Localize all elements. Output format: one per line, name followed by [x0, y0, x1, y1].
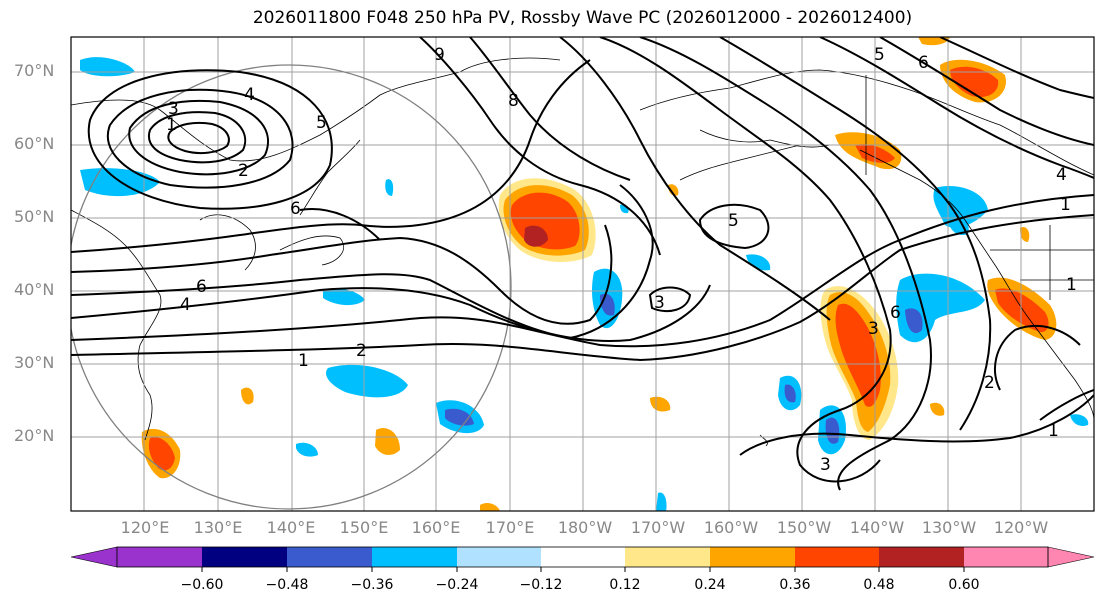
- pv-anomaly-shading: [80, 37, 1089, 511]
- lat-label: 30°N: [14, 353, 55, 372]
- lat-label: 40°N: [14, 280, 55, 299]
- colorbar-tick-label: −0.36: [350, 577, 394, 593]
- contour-label: 6: [918, 53, 929, 73]
- lon-label: 130°E: [193, 518, 243, 537]
- contour-label: 1: [166, 115, 177, 135]
- coastlines: [71, 57, 1094, 447]
- contour-label: 6: [290, 199, 301, 219]
- contour-label: 5: [728, 211, 739, 231]
- colorbar-tick-label: 0.24: [694, 577, 726, 593]
- lon-label: 140°E: [266, 518, 316, 537]
- contour-label: 1: [1060, 195, 1071, 215]
- lon-label: 160°E: [411, 518, 461, 537]
- lat-label: 50°N: [14, 207, 55, 226]
- colorbar-tick-label: −0.12: [519, 577, 563, 593]
- lat-label: 60°N: [14, 134, 55, 153]
- contour-labels: 1 2 3 4 5 6 8 9 1 2 3 5 6 5 6 4 1 1 3 6 …: [166, 45, 1077, 475]
- lon-label: 130°W: [921, 518, 977, 537]
- pv-contours: [71, 37, 1094, 491]
- contour-label: 5: [874, 45, 885, 65]
- lon-label: 120°W: [993, 518, 1049, 537]
- map-frame: [70, 36, 1095, 512]
- colorbar-tick-label: −0.60: [180, 577, 224, 593]
- contour-label: 2: [356, 341, 367, 361]
- colorbar-tick-label: 0.36: [779, 577, 811, 593]
- lat-label: 20°N: [14, 426, 55, 445]
- contour-label: 4: [180, 295, 191, 315]
- lat-label: 70°N: [14, 61, 55, 80]
- contour-label: 4: [244, 85, 255, 105]
- contour-label: 1: [1066, 275, 1077, 295]
- contour-label: 2: [984, 373, 995, 393]
- contour-label: 1: [1048, 421, 1059, 441]
- reference-circle: [71, 64, 512, 510]
- contour-label: 6: [196, 277, 207, 297]
- contour-label: 5: [316, 113, 327, 133]
- lon-label: 170°E: [485, 518, 535, 537]
- contour-label: 1: [298, 351, 309, 371]
- contour-label: 3: [820, 455, 831, 475]
- colorbar-tick-label: 0.12: [609, 577, 641, 593]
- colorbar: [70, 546, 1095, 572]
- map-title: 2026011800 F048 250 hPa PV, Rossby Wave …: [252, 8, 913, 28]
- lon-label: 120°E: [120, 518, 170, 537]
- colorbar-tick-label: −0.48: [265, 577, 309, 593]
- lon-label: 180°W: [557, 518, 613, 537]
- colorbar-tick-label: 0.60: [948, 577, 980, 593]
- lon-label: 150°W: [776, 518, 832, 537]
- contour-label: 3: [654, 293, 665, 313]
- contour-label: 6: [890, 303, 901, 323]
- contour-label: 9: [434, 45, 445, 65]
- contour-label: 4: [1056, 165, 1067, 185]
- contour-label: 2: [238, 161, 249, 181]
- lon-label: 170°W: [630, 518, 686, 537]
- lon-label: 150°E: [339, 518, 389, 537]
- contour-label: 3: [868, 319, 879, 339]
- contour-label: 3: [168, 99, 179, 119]
- colorbar-tick-label: 0.48: [863, 577, 895, 593]
- lon-label: 160°W: [703, 518, 759, 537]
- lon-label: 140°W: [849, 518, 905, 537]
- colorbar-tick-label: −0.24: [435, 577, 479, 593]
- contour-label: 8: [508, 91, 519, 111]
